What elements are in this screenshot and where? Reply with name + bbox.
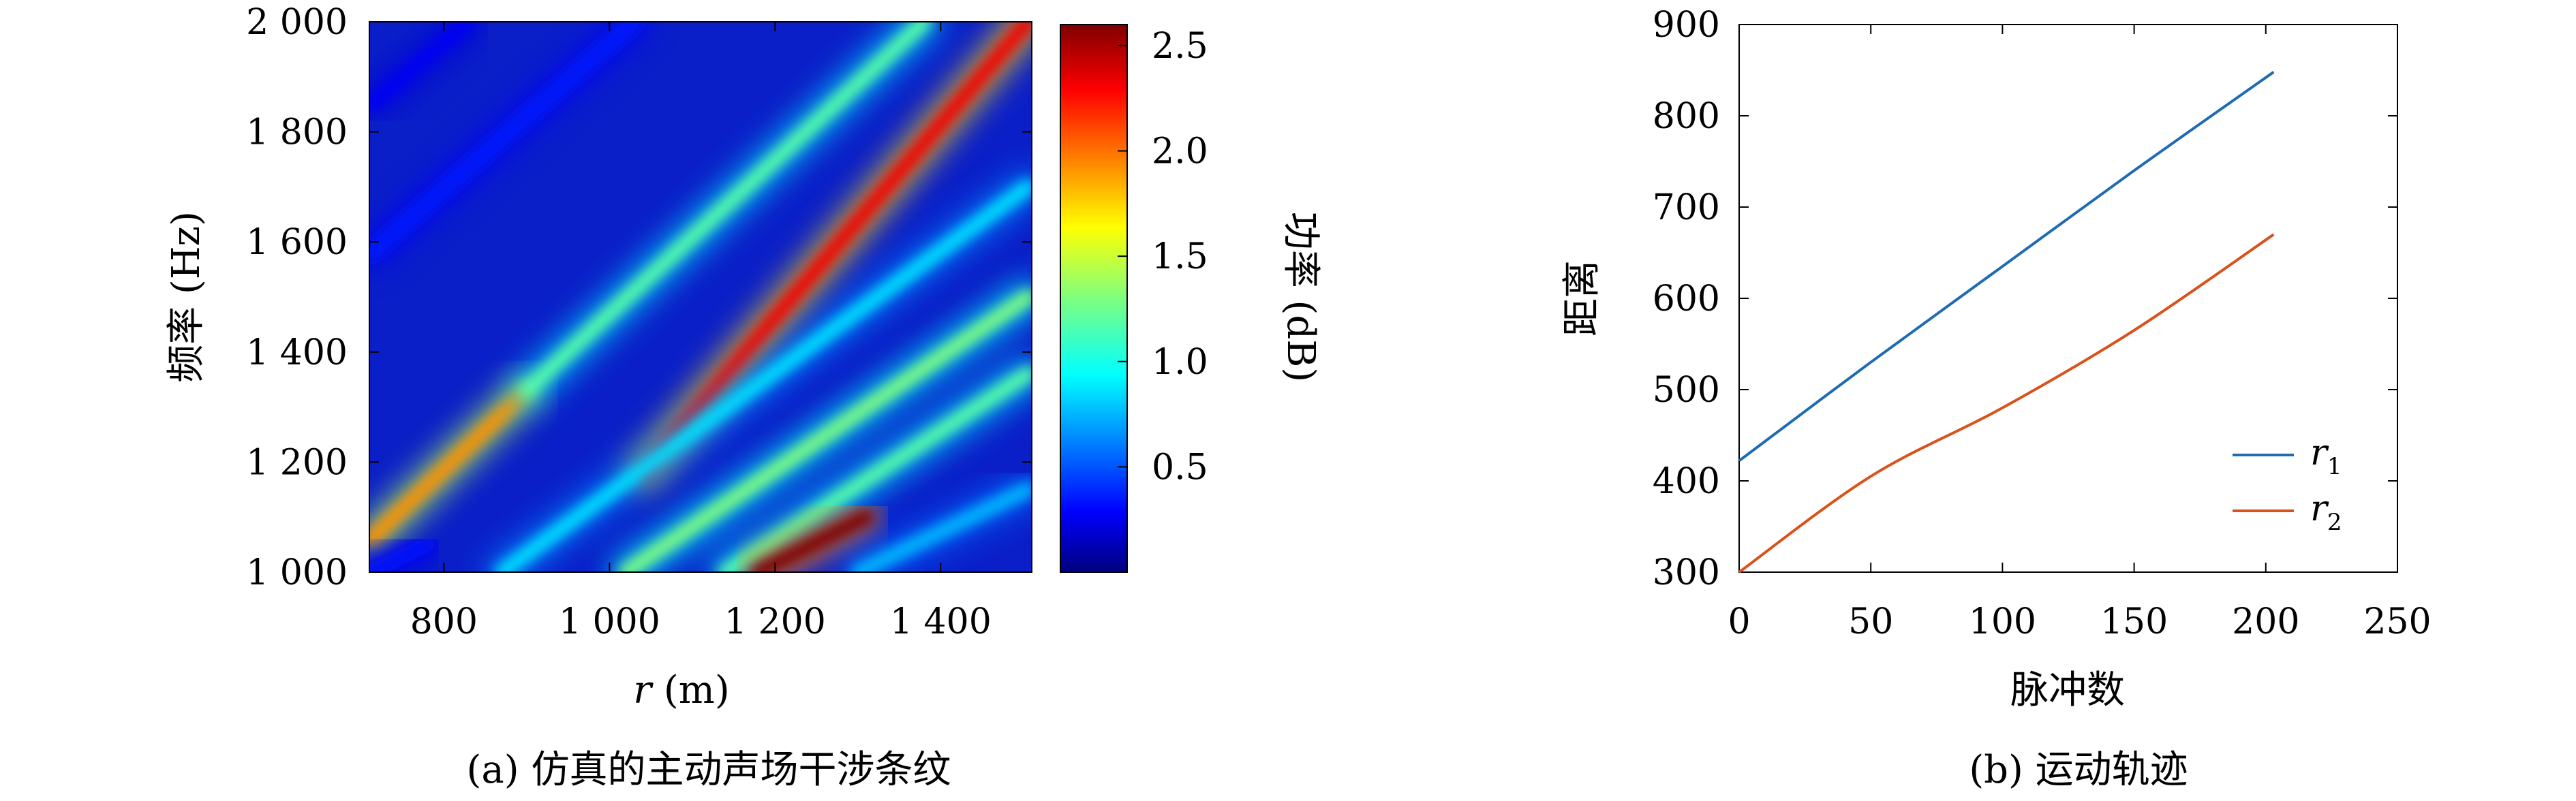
striation-9 <box>369 22 642 261</box>
line-y-tick-label: 900 <box>1653 5 1720 46</box>
series-line-r1 <box>1738 71 2275 462</box>
heatmap-x-tick-label: 1 400 <box>890 601 992 642</box>
caption-b: (b) 运动轨迹 <box>1969 748 2188 792</box>
striation-2 <box>519 22 932 398</box>
colorbar <box>1060 24 1128 573</box>
striation-3 <box>634 22 1032 481</box>
striation-1 <box>369 383 534 547</box>
striation-6 <box>718 366 1032 572</box>
line-y-tick-label: 700 <box>1653 187 1720 228</box>
heatmap-y-tick-label: 1 200 <box>246 442 348 483</box>
colorbar-tick-label: 1.5 <box>1152 236 1208 277</box>
line-y-axis: 300 400 500 600 700 800 900 <box>1653 5 2397 593</box>
heatmap-x-label-unit: (m) <box>664 668 730 712</box>
line-y-tick-label: 600 <box>1653 279 1720 319</box>
colorbar-label: 功率 (dB) <box>1278 212 1323 383</box>
heatmap-frame <box>369 21 1032 573</box>
colorbar-tick-label: 0.5 <box>1152 447 1208 488</box>
heatmap-y-tick-label: 1 600 <box>246 222 348 263</box>
line-x-tick-label: 150 <box>2100 601 2168 642</box>
heatmap-y-tick-label: 2 000 <box>246 2 348 43</box>
line-y-tick-label: 300 <box>1653 552 1720 593</box>
heatmap-x-tick-label: 1 200 <box>724 601 826 642</box>
line-plot-frame <box>1738 24 2398 573</box>
colorbar-tick-label: 1.0 <box>1152 342 1208 383</box>
line-series-group <box>1738 71 2275 574</box>
striation-7 <box>751 509 874 572</box>
striation-5 <box>618 289 1032 572</box>
line-y-tick-label: 800 <box>1653 96 1720 137</box>
line-x-tick-label: 100 <box>1969 601 2036 642</box>
heatmap-y-tick-label: 1 400 <box>246 332 348 373</box>
heatmap-y-tick-label: 1 000 <box>246 552 348 593</box>
heatmap-y-axis: 1 000 1 200 1 400 1 600 1 800 2 000 <box>246 2 1032 593</box>
line-y-tick-label: 500 <box>1653 370 1720 411</box>
line-x-tick-label: 50 <box>1848 601 1893 642</box>
heatmap-x-label: r (m) <box>633 668 729 712</box>
heatmap-striations <box>369 22 1032 572</box>
line-x-axis: 0 50 100 150 200 250 <box>1728 25 2432 642</box>
line-y-label: 距离 <box>1560 260 1604 336</box>
line-x-tick-label: 0 <box>1728 601 1750 642</box>
line-x-tick-label: 200 <box>2232 601 2299 642</box>
caption-a: (a) 仿真的主动声场干涉条纹 <box>466 748 951 792</box>
line-chart-panel: 0 50 100 150 200 250 300 400 500 600 700 800 900 r1… <box>1560 5 2432 712</box>
heatmap-x-tick-label: 1 000 <box>559 601 660 642</box>
line-y-tick-label: 400 <box>1653 461 1720 502</box>
striation-8 <box>850 482 1032 572</box>
colorbar-tick-label: 2.0 <box>1152 131 1208 172</box>
heatmap-background <box>369 22 1032 572</box>
striation-10 <box>369 22 476 112</box>
line-x-label: 脉冲数 <box>2010 668 2125 712</box>
heatmap-x-label-var: r <box>633 668 654 712</box>
striation-4 <box>494 179 1032 572</box>
heatmap-y-tick-label: 1 800 <box>246 112 348 153</box>
heatmap-x-axis: 800 1 000 1 200 1 400 <box>410 22 992 642</box>
colorbar-tick-label: 2.5 <box>1152 26 1208 67</box>
legend-label-r1: r1 <box>2310 433 2342 480</box>
legend-label-r2: r2 <box>2310 488 2342 536</box>
line-x-tick-label: 250 <box>2363 601 2431 642</box>
heatmap-y-label: 频率 (Hz) <box>164 211 209 383</box>
series-line-r2 <box>1738 233 2275 574</box>
colorbar-ticks: 0.5 1.0 1.5 2.0 2.5 <box>1118 26 1208 488</box>
heatmap-x-tick-label: 800 <box>410 601 478 642</box>
striation-11 <box>369 537 435 572</box>
